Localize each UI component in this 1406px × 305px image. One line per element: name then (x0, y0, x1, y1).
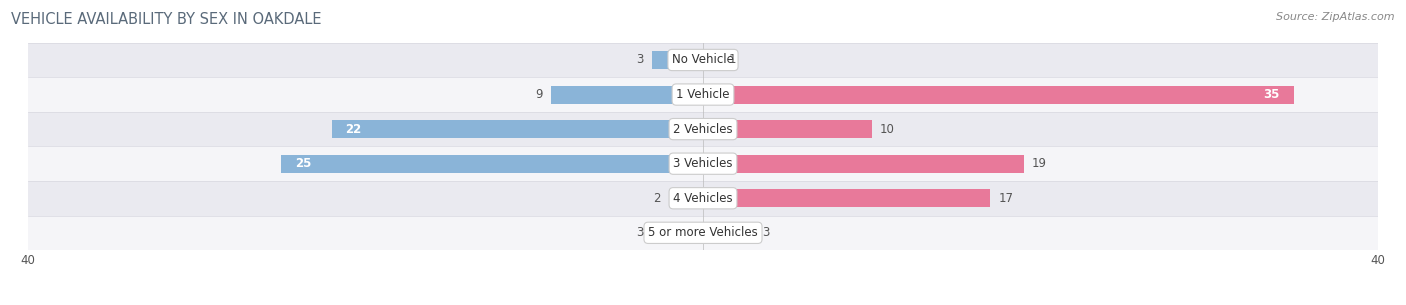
Text: 25: 25 (295, 157, 311, 170)
Bar (281, 155, 703, 173)
Bar (551, 86, 703, 103)
Text: Source: ZipAtlas.com: Source: ZipAtlas.com (1277, 12, 1395, 22)
Bar (28, 43, 1378, 77)
Bar (28, 112, 1378, 146)
Text: 3: 3 (637, 53, 644, 66)
Text: 35: 35 (1264, 88, 1279, 101)
Text: 17: 17 (998, 192, 1014, 205)
Bar (703, 224, 754, 242)
Bar (703, 189, 990, 207)
Bar (28, 77, 1378, 112)
Bar (332, 120, 703, 138)
Bar (28, 146, 1378, 181)
Bar (703, 86, 1294, 103)
Text: 22: 22 (346, 123, 361, 136)
Text: VEHICLE AVAILABILITY BY SEX IN OAKDALE: VEHICLE AVAILABILITY BY SEX IN OAKDALE (11, 12, 322, 27)
Bar (703, 120, 872, 138)
Text: 4 Vehicles: 4 Vehicles (673, 192, 733, 205)
Text: 3: 3 (762, 226, 769, 239)
Text: 2 Vehicles: 2 Vehicles (673, 123, 733, 136)
Text: 1 Vehicle: 1 Vehicle (676, 88, 730, 101)
Bar (703, 155, 1024, 173)
Text: 1: 1 (728, 53, 735, 66)
Bar (652, 51, 703, 69)
Text: 9: 9 (536, 88, 543, 101)
Bar (652, 224, 703, 242)
Bar (28, 181, 1378, 216)
Text: 3 Vehicles: 3 Vehicles (673, 157, 733, 170)
Text: 2: 2 (654, 192, 661, 205)
Text: No Vehicle: No Vehicle (672, 53, 734, 66)
Text: 5 or more Vehicles: 5 or more Vehicles (648, 226, 758, 239)
Text: 3: 3 (637, 226, 644, 239)
Bar (28, 216, 1378, 250)
Bar (669, 189, 703, 207)
Text: 10: 10 (880, 123, 896, 136)
Text: 19: 19 (1032, 157, 1047, 170)
Bar (703, 51, 720, 69)
